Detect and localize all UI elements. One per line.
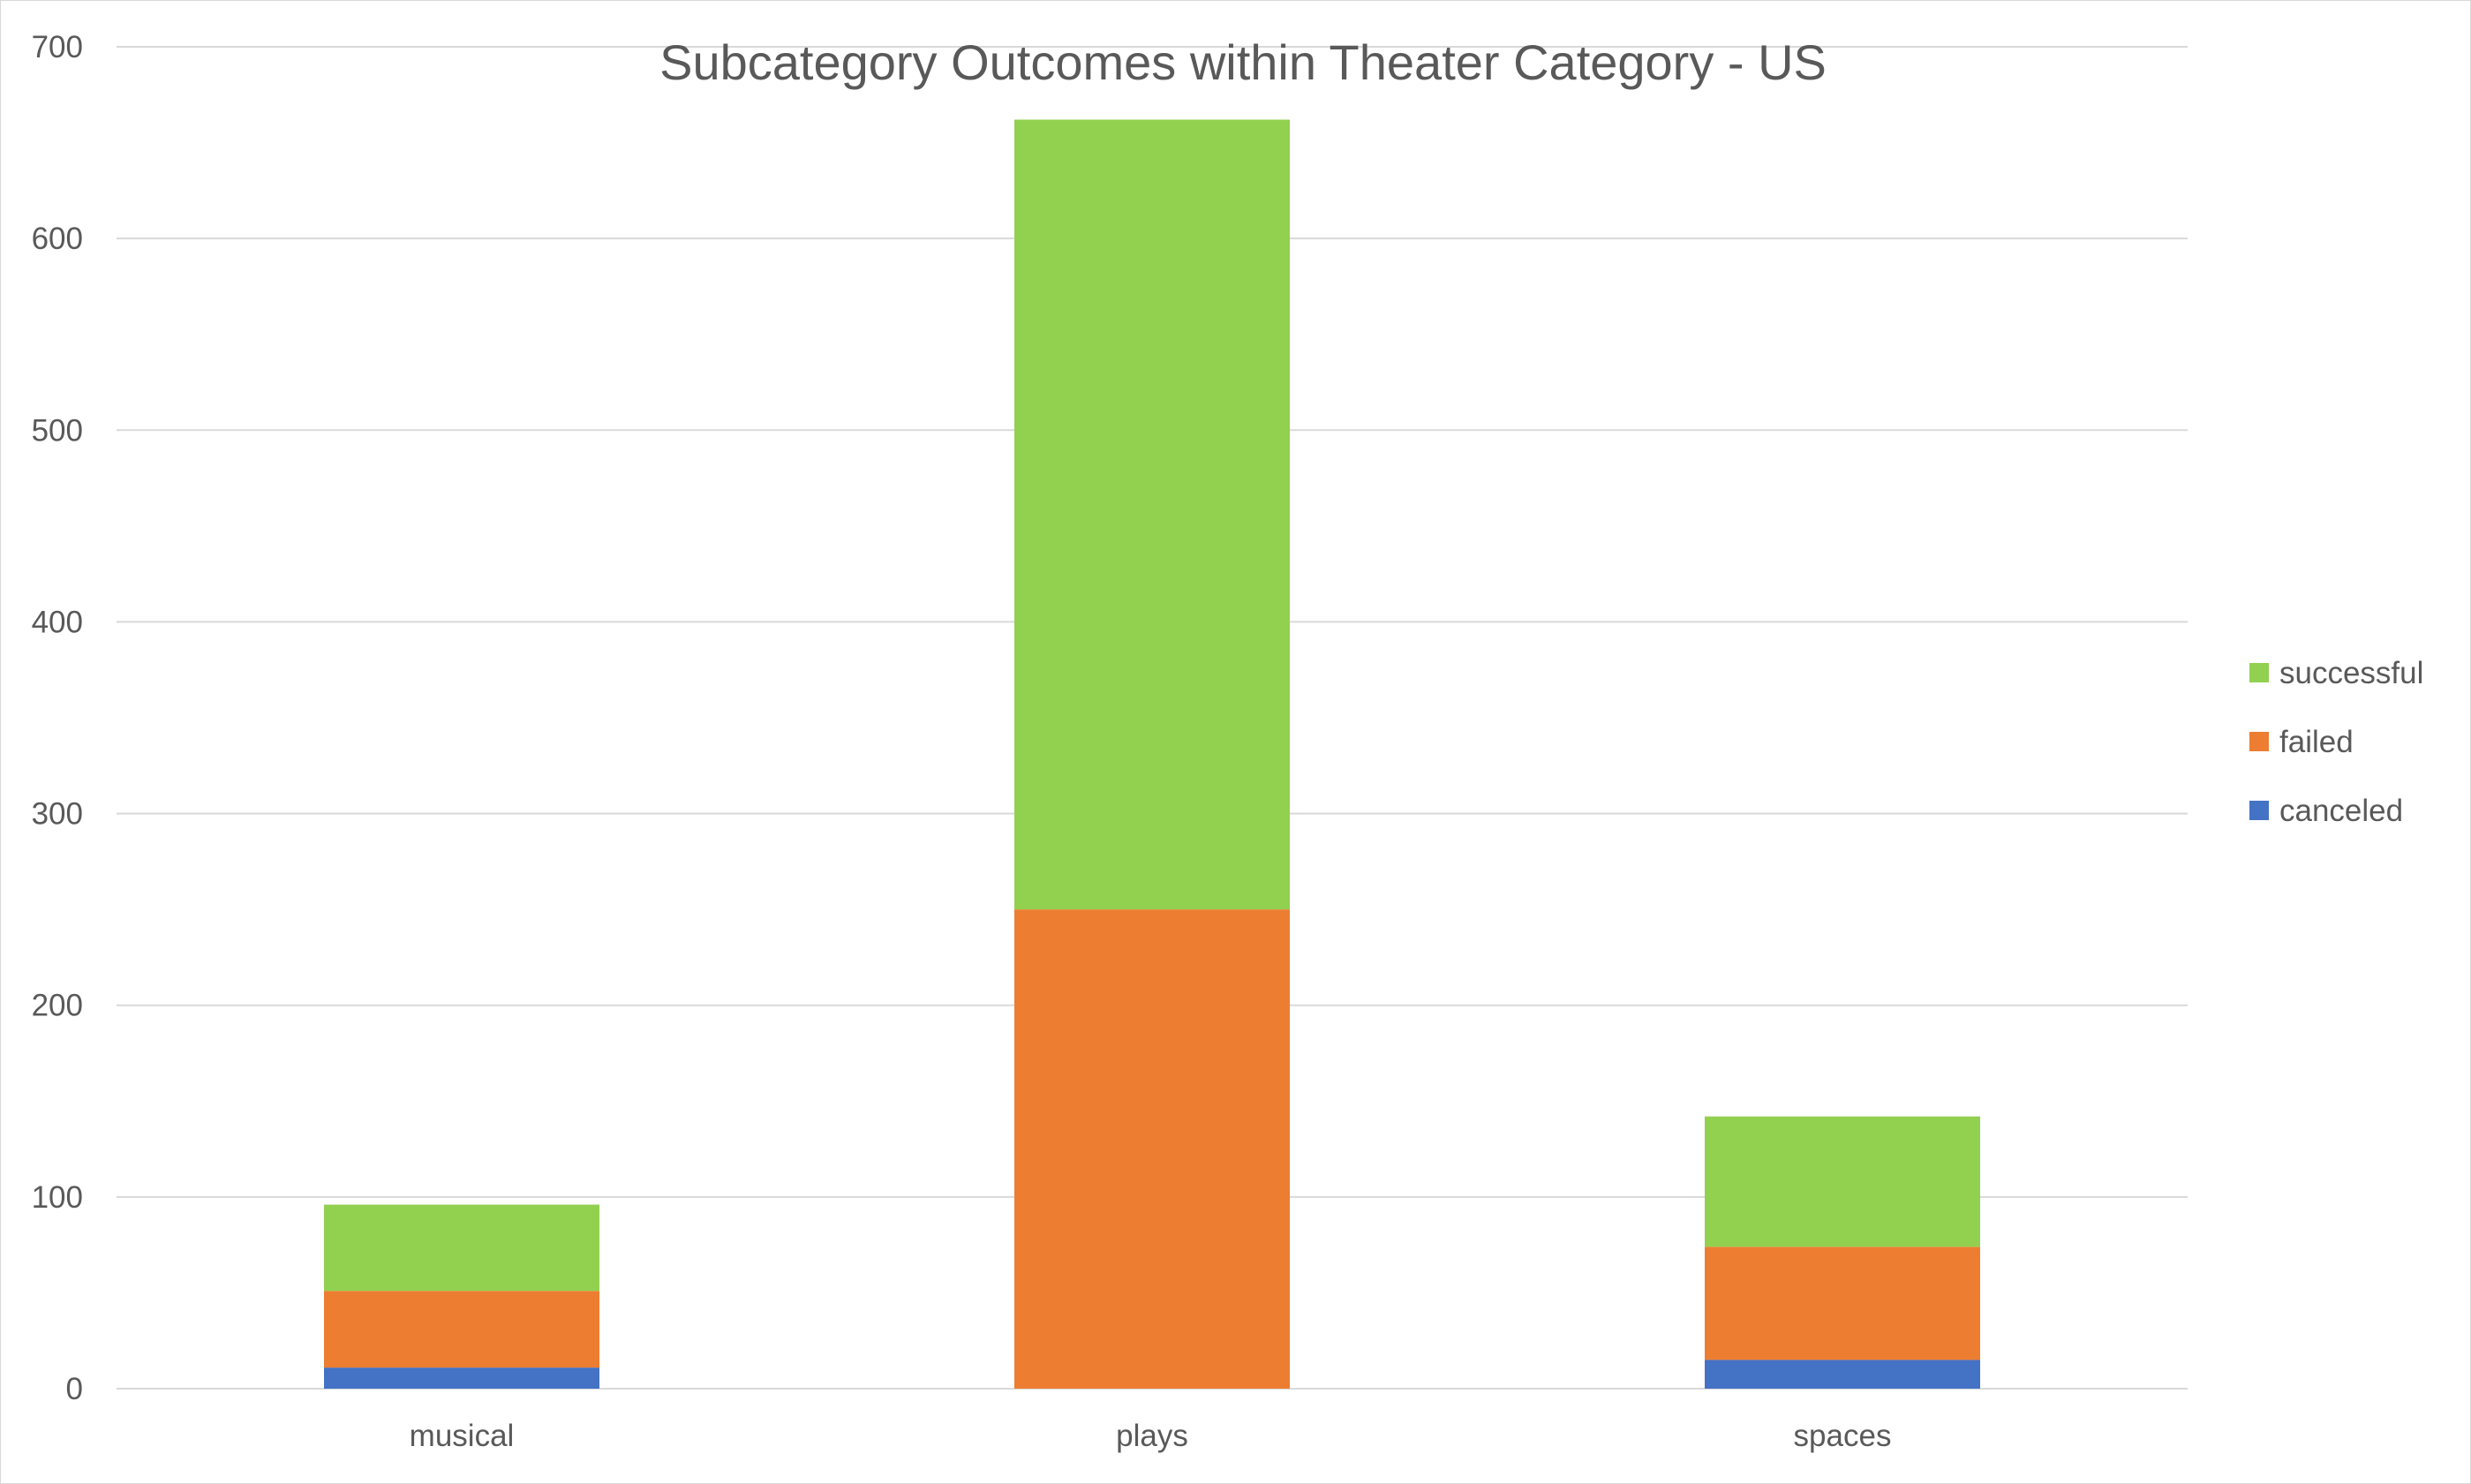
legend-label-failed: failed	[2279, 725, 2354, 759]
legend-swatch-failed	[2249, 732, 2269, 751]
y-tick-label: 100	[32, 1180, 83, 1215]
legend-swatch-successful	[2249, 663, 2269, 682]
legend: successful failed canceled	[2249, 656, 2423, 828]
y-tick-label: 700	[32, 30, 83, 64]
bar-spaces-successful	[1705, 1116, 1980, 1247]
bar-musical-canceled	[324, 1367, 599, 1389]
y-tick-label: 500	[32, 413, 83, 448]
bars	[324, 119, 1980, 1389]
y-tick-label: 400	[32, 605, 83, 639]
bar-musical-successful	[324, 1204, 599, 1292]
bar-musical-failed	[324, 1291, 599, 1368]
y-tick-label: 200	[32, 989, 83, 1023]
y-tick-label: 0	[66, 1372, 83, 1406]
bar-plays-successful	[1014, 119, 1290, 910]
legend-swatch-canceled	[2249, 801, 2269, 820]
legend-item-failed: failed	[2249, 725, 2354, 759]
axis-labels: 0 100 200 300 400 500 600 700 musical plays spaces	[32, 30, 1892, 1453]
legend-item-canceled: canceled	[2249, 794, 2403, 828]
legend-label-canceled: canceled	[2279, 794, 2403, 828]
bar-plays-failed	[1014, 909, 1290, 1389]
x-tick-label-plays: plays	[1116, 1419, 1188, 1453]
x-tick-label-spaces: spaces	[1794, 1419, 1892, 1453]
y-tick-label: 300	[32, 797, 83, 832]
bar-spaces-canceled	[1705, 1360, 1980, 1389]
legend-label-successful: successful	[2279, 656, 2423, 690]
x-tick-label-musical: musical	[410, 1419, 515, 1453]
y-tick-label: 600	[32, 222, 83, 256]
legend-item-successful: successful	[2249, 656, 2423, 690]
chart-title: Subcategory Outcomes within Theater Cate…	[659, 34, 1827, 90]
bar-spaces-failed	[1705, 1247, 1980, 1360]
